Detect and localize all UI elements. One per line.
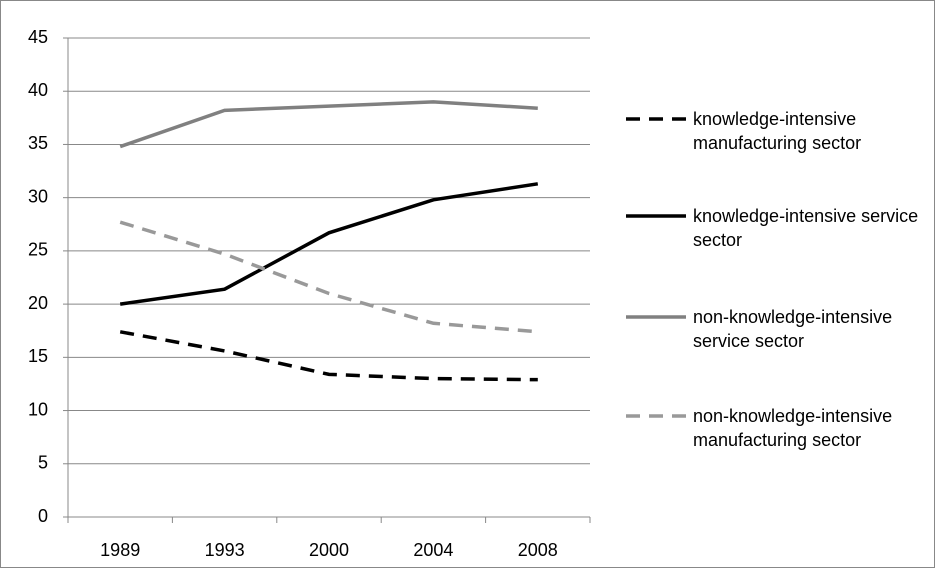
y-tick-label: 25 (28, 240, 48, 260)
legend-label: non-knowledge-intensive manufacturing se… (693, 406, 893, 450)
y-tick-label: 35 (28, 133, 48, 153)
y-tick-label: 45 (28, 27, 48, 47)
series-line (119, 182, 539, 306)
x-tick-label: 2008 (518, 540, 558, 560)
y-tick-label: 20 (28, 293, 48, 313)
series-line (119, 220, 538, 334)
legend-label: knowledge-intensive manufacturing sector (693, 109, 862, 153)
x-tick-label: 1989 (100, 540, 140, 560)
y-tick-label: 15 (28, 346, 48, 366)
y-tick-label: 40 (28, 80, 48, 100)
series-line (119, 100, 538, 149)
y-tick-label: 0 (38, 506, 48, 526)
x-tick-label: 1993 (205, 540, 245, 560)
x-tick-label: 2004 (413, 540, 453, 560)
y-tick-label: 10 (28, 399, 48, 419)
y-tick-label: 5 (38, 453, 48, 473)
legend-label: knowledge-intensive service sector (693, 206, 919, 250)
series-line (119, 330, 538, 382)
y-tick-label: 30 (28, 186, 48, 206)
x-tick-label: 2000 (309, 540, 349, 560)
legend-label: non-knowledge-intensive service sector (693, 307, 893, 351)
